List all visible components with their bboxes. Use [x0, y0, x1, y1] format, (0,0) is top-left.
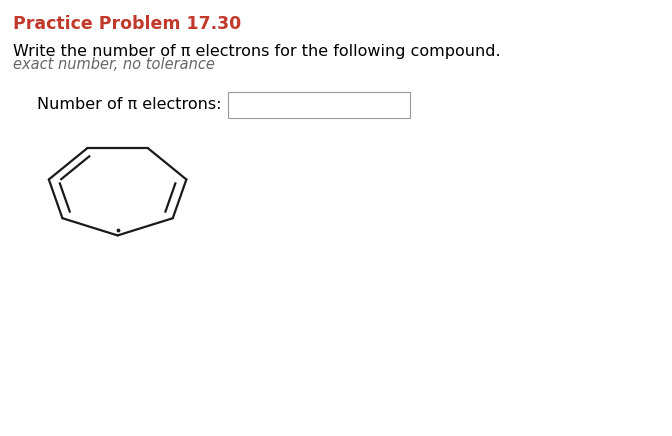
- Text: Number of π electrons:: Number of π electrons:: [37, 97, 222, 112]
- FancyBboxPatch shape: [228, 92, 410, 118]
- Text: exact number, no tolerance: exact number, no tolerance: [13, 57, 215, 72]
- Text: Practice Problem 17.30: Practice Problem 17.30: [13, 15, 242, 33]
- Text: Write the number of π electrons for the following compound.: Write the number of π electrons for the …: [13, 44, 501, 58]
